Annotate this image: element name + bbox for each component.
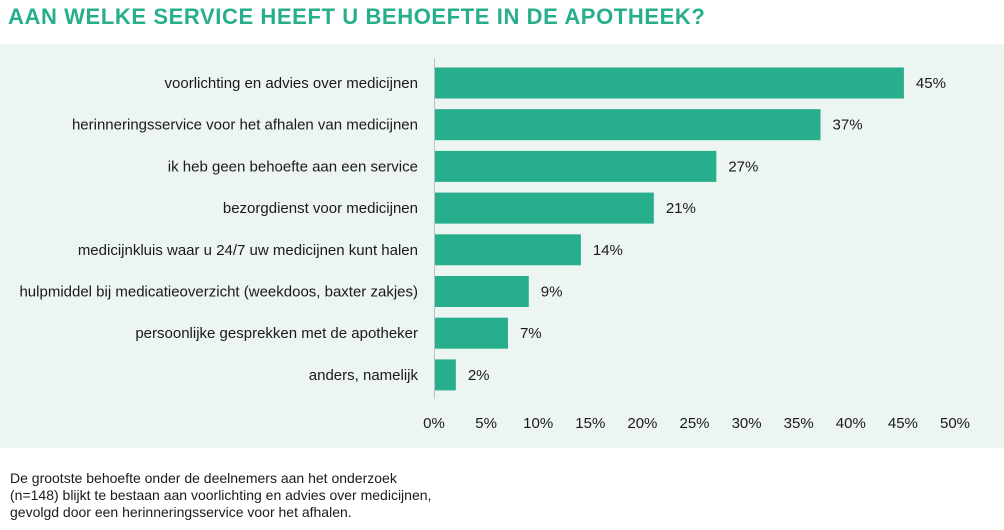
x-tick-label: 45% bbox=[888, 415, 918, 432]
bar bbox=[435, 359, 456, 391]
bar bbox=[435, 109, 821, 141]
x-tick-label: 40% bbox=[836, 415, 866, 432]
value-label: 14% bbox=[593, 242, 623, 259]
value-label: 21% bbox=[666, 200, 696, 217]
chart-title: AAN WELKE SERVICE HEEFT U BEHOEFTE IN DE… bbox=[8, 4, 706, 29]
value-label: 37% bbox=[833, 117, 863, 134]
category-label: bezorgdienst voor medicijnen bbox=[223, 200, 418, 217]
x-tick-label: 5% bbox=[475, 415, 497, 432]
category-label: hulpmiddel bij medicatieoverzicht (weekd… bbox=[19, 284, 418, 301]
category-label: voorlichting en advies over medicijnen bbox=[165, 75, 418, 92]
x-tick-label: 15% bbox=[575, 415, 605, 432]
x-tick-label: 0% bbox=[423, 415, 445, 432]
chart-panel: voorlichting en advies over medicijnen 45… bbox=[0, 44, 1004, 448]
footnote-line: De grootste behoefte onder de deelnemers… bbox=[10, 470, 397, 486]
category-label: herinneringsservice voor het afhalen van… bbox=[72, 117, 418, 134]
category-label: anders, namelijk bbox=[309, 367, 419, 384]
bar bbox=[435, 276, 529, 307]
x-tick-label: 50% bbox=[940, 415, 970, 432]
category-label: medicijnkluis waar u 24/7 uw medicijnen … bbox=[78, 242, 418, 259]
footnote: De grootste behoefte onder de deelnemers… bbox=[10, 470, 431, 521]
x-tick-label: 35% bbox=[784, 415, 814, 432]
value-label: 9% bbox=[541, 284, 563, 301]
x-tick-label: 25% bbox=[679, 415, 709, 432]
category-label: persoonlijke gesprekken met de apotheker bbox=[135, 325, 418, 342]
footnote-line: (n=148) blijkt te bestaan aan voorlichti… bbox=[10, 487, 432, 503]
value-label: 45% bbox=[916, 75, 946, 92]
x-tick-label: 20% bbox=[627, 415, 657, 432]
bar bbox=[435, 234, 581, 266]
x-tick-label: 30% bbox=[732, 415, 762, 432]
bar-chart: voorlichting en advies over medicijnen 45… bbox=[19, 58, 970, 432]
bar bbox=[435, 192, 654, 224]
bar bbox=[435, 67, 904, 99]
value-label: 2% bbox=[468, 367, 490, 384]
x-tick-label: 10% bbox=[523, 415, 553, 432]
footnote-line: gevolgd door een herinneringsservice voo… bbox=[10, 504, 352, 520]
value-label: 27% bbox=[728, 158, 758, 175]
value-label: 7% bbox=[520, 325, 542, 342]
category-label: ik heb geen behoefte aan een service bbox=[168, 158, 418, 175]
bar bbox=[435, 150, 717, 182]
bar bbox=[435, 317, 508, 349]
